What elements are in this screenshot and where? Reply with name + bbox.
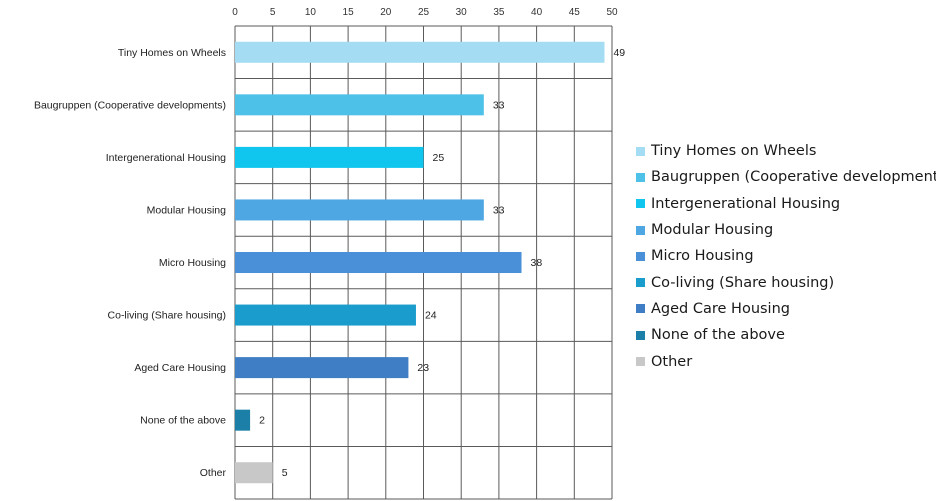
category-label: Modular Housing bbox=[147, 204, 227, 216]
bar bbox=[235, 357, 409, 379]
x-tick-label: 45 bbox=[569, 7, 581, 18]
category-label: None of the above bbox=[140, 415, 226, 427]
x-tick-label: 5 bbox=[270, 7, 276, 18]
legend-swatch bbox=[636, 199, 645, 209]
x-tick-label: 20 bbox=[380, 7, 392, 18]
legend-swatch bbox=[636, 225, 645, 235]
legend-item: Micro Housing bbox=[636, 243, 936, 269]
data-label: 33 bbox=[493, 99, 505, 111]
x-tick-label: 40 bbox=[531, 7, 543, 18]
legend-item: Intergenerational Housing bbox=[636, 191, 936, 217]
bar bbox=[235, 41, 605, 63]
bar bbox=[235, 409, 251, 431]
legend-swatch bbox=[636, 172, 645, 182]
bar bbox=[235, 304, 416, 326]
legend-label: Tiny Homes on Wheels bbox=[651, 143, 817, 160]
category-label: Tiny Homes on Wheels bbox=[118, 47, 226, 59]
data-label: 38 bbox=[531, 257, 543, 269]
bar bbox=[235, 199, 484, 221]
data-label: 25 bbox=[433, 152, 445, 164]
bar bbox=[235, 252, 522, 273]
bar bbox=[235, 94, 484, 116]
category-label: Micro Housing bbox=[159, 257, 226, 269]
category-label: Intergenerational Housing bbox=[106, 152, 226, 164]
legend-item: Modular Housing bbox=[636, 217, 936, 243]
x-tick-label: 0 bbox=[232, 7, 238, 18]
legend-item: Other bbox=[636, 348, 936, 374]
bar bbox=[235, 462, 273, 484]
x-tick-label: 35 bbox=[493, 7, 505, 18]
data-label: 5 bbox=[282, 467, 288, 479]
bar bbox=[235, 146, 424, 168]
x-tick-label: 25 bbox=[418, 7, 430, 18]
category-label: Baugruppen (Cooperative developments) bbox=[34, 99, 226, 111]
data-label: 49 bbox=[613, 47, 625, 59]
legend-label: Intergenerational Housing bbox=[651, 195, 841, 212]
legend-label: Micro Housing bbox=[651, 248, 754, 265]
x-tick-label: 15 bbox=[343, 7, 355, 18]
legend-label: Modular Housing bbox=[651, 222, 774, 239]
legend-label: Co-living (Share housing) bbox=[651, 274, 835, 291]
legend-swatch bbox=[636, 357, 645, 367]
legend-swatch bbox=[636, 146, 645, 156]
legend-label: None of the above bbox=[651, 327, 785, 344]
category-label: Aged Care Housing bbox=[134, 362, 226, 374]
legend-label: Other bbox=[651, 353, 693, 370]
legend-item: Baugruppen (Cooperative developments) bbox=[636, 164, 936, 190]
legend-item: None of the above bbox=[636, 322, 936, 348]
data-label: 23 bbox=[417, 362, 429, 374]
category-label: Other bbox=[200, 467, 227, 479]
legend-swatch bbox=[636, 278, 645, 288]
legend-swatch bbox=[636, 304, 645, 314]
legend-label: Aged Care Housing bbox=[651, 300, 790, 317]
chart-legend: Tiny Homes on Wheels Baugruppen (Cooperat… bbox=[636, 138, 936, 375]
legend-swatch bbox=[636, 330, 645, 340]
data-label: 2 bbox=[259, 415, 265, 427]
x-tick-label: 50 bbox=[606, 7, 618, 18]
data-label: 24 bbox=[425, 310, 437, 322]
category-label: Co-living (Share housing) bbox=[108, 310, 226, 322]
legend-label: Baugruppen (Cooperative developments) bbox=[651, 169, 936, 186]
legend-item: Co-living (Share housing) bbox=[636, 269, 936, 295]
legend-item: Aged Care Housing bbox=[636, 296, 936, 322]
legend-swatch bbox=[636, 251, 645, 261]
x-tick-label: 30 bbox=[456, 7, 468, 18]
legend-item: Tiny Homes on Wheels bbox=[636, 138, 936, 164]
x-tick-label: 10 bbox=[305, 7, 317, 18]
data-label: 33 bbox=[493, 204, 505, 216]
